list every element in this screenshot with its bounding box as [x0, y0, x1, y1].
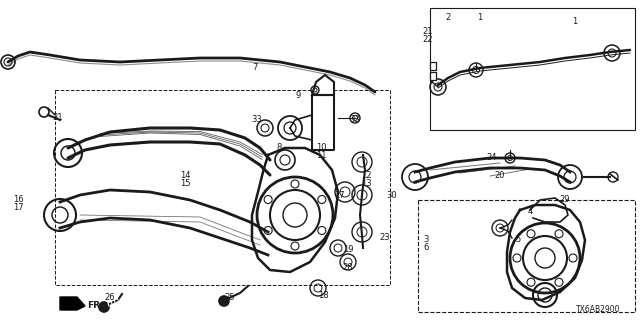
Text: TX6AB2900: TX6AB2900 [575, 305, 620, 314]
Text: FR.: FR. [87, 301, 104, 310]
Polygon shape [430, 72, 436, 80]
Text: 28: 28 [342, 263, 353, 273]
Polygon shape [60, 297, 85, 310]
Text: 14: 14 [180, 171, 190, 180]
Text: 20: 20 [495, 171, 505, 180]
Text: 25: 25 [225, 293, 236, 302]
Bar [418, 200, 635, 312]
Text: 6: 6 [423, 244, 429, 252]
Text: 33: 33 [349, 116, 360, 124]
Text: 26: 26 [105, 293, 115, 302]
Text: 5: 5 [515, 236, 520, 244]
Text: 29: 29 [560, 196, 570, 204]
Text: 19: 19 [343, 245, 353, 254]
Bar [312, 95, 334, 150]
Text: 9: 9 [296, 91, 301, 100]
Text: 24: 24 [487, 154, 497, 163]
Text: 1: 1 [477, 13, 483, 22]
Text: 18: 18 [317, 291, 328, 300]
Text: 2: 2 [445, 13, 451, 22]
Text: 30: 30 [387, 190, 397, 199]
Text: 7: 7 [252, 63, 258, 73]
Bar [430, 8, 635, 130]
Circle shape [219, 296, 229, 306]
Text: 4: 4 [527, 207, 532, 217]
Text: 10: 10 [316, 143, 326, 153]
Polygon shape [430, 62, 436, 70]
Text: 8: 8 [276, 143, 282, 153]
Text: 13: 13 [361, 179, 371, 188]
Polygon shape [312, 75, 334, 95]
Text: 23: 23 [380, 234, 390, 243]
Text: 33: 33 [252, 116, 262, 124]
Text: 1: 1 [572, 18, 578, 27]
Text: 12: 12 [361, 171, 371, 180]
Text: 21: 21 [423, 28, 433, 36]
Text: 3: 3 [423, 236, 429, 244]
Text: 16: 16 [13, 196, 23, 204]
Text: 11: 11 [316, 151, 326, 161]
Circle shape [99, 302, 109, 312]
Text: 15: 15 [180, 179, 190, 188]
Text: 17: 17 [13, 204, 23, 212]
Text: 22: 22 [423, 36, 433, 44]
Text: 27: 27 [335, 190, 346, 199]
Text: 31: 31 [52, 114, 63, 123]
Bar [55, 90, 390, 285]
